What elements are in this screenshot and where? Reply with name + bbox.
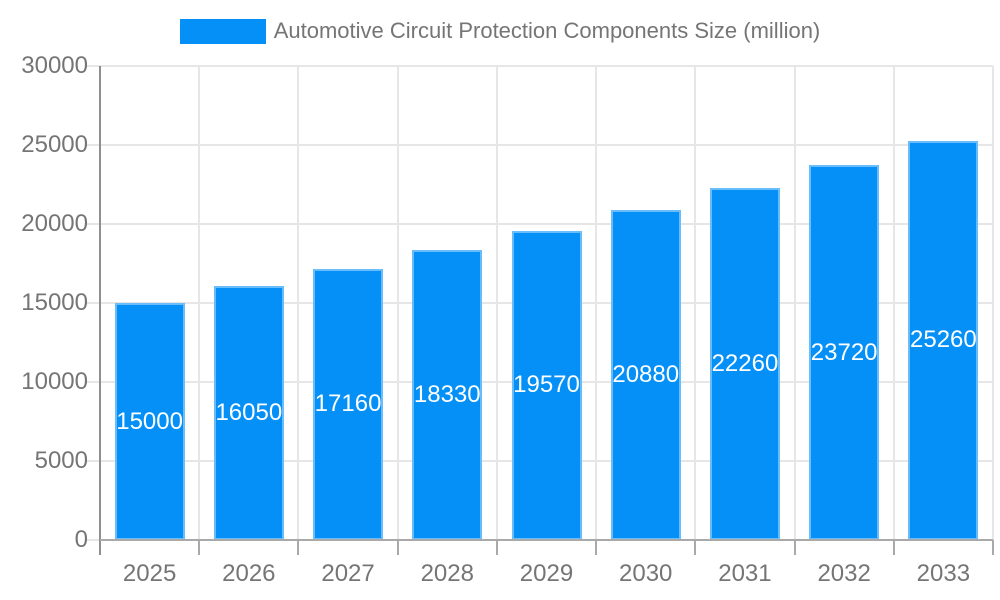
v-gridline: [595, 66, 598, 540]
x-tick-label: 2031: [718, 560, 772, 587]
bar-value-label: 18330: [413, 381, 481, 409]
x-tick: [892, 540, 895, 555]
y-tick-label: 5000: [34, 447, 88, 474]
x-tick: [198, 540, 201, 555]
x-tick-label: 2032: [817, 560, 871, 587]
chart-legend[interactable]: Automotive Circuit Protection Components…: [0, 18, 1000, 44]
x-tick-label: 2029: [519, 560, 574, 587]
bar-value-label: 20880: [612, 361, 680, 389]
bar: [313, 268, 384, 540]
y-tick: [86, 144, 100, 146]
y-tick: [86, 539, 100, 541]
x-tick: [297, 540, 300, 555]
x-tick-label: 2025: [122, 560, 177, 587]
bar: [809, 165, 880, 540]
bar-value-label: 17160: [314, 390, 382, 418]
bar-value-label: 15000: [116, 407, 183, 435]
bar-value-label: 23720: [810, 338, 878, 366]
y-tick: [86, 460, 100, 462]
bar-value-label: 19570: [513, 371, 580, 399]
legend-label: Automotive Circuit Protection Components…: [273, 18, 821, 43]
y-tick-label: 15000: [21, 289, 88, 316]
x-tick: [992, 540, 994, 555]
x-tick-label: 2027: [321, 560, 375, 587]
y-tick: [86, 302, 100, 304]
y-tick-label: 0: [74, 526, 88, 553]
v-gridline: [198, 66, 201, 540]
legend-swatch: [179, 18, 266, 44]
x-tick: [495, 540, 498, 555]
x-tick-label: 2028: [420, 560, 474, 587]
x-tick-label: 2026: [222, 560, 276, 587]
bar: [610, 210, 681, 540]
bar: [511, 230, 582, 540]
v-gridline: [495, 66, 498, 540]
x-tick-label: 2030: [619, 560, 673, 587]
v-gridline: [694, 66, 697, 540]
v-gridline: [992, 66, 994, 540]
bar: [114, 303, 185, 540]
h-gridline: [100, 223, 993, 225]
y-tick-label: 20000: [21, 210, 88, 237]
v-gridline: [793, 66, 796, 540]
bar: [709, 188, 780, 540]
x-tick-label: 2033: [916, 560, 971, 587]
bar-value-label: 22260: [711, 350, 779, 378]
bar: [213, 286, 284, 540]
y-axis-line: [99, 66, 101, 555]
y-tick: [86, 65, 100, 67]
h-gridline: [100, 65, 993, 67]
bar-value-label: 25260: [910, 326, 977, 354]
x-tick: [396, 540, 399, 555]
x-tick: [694, 540, 697, 555]
bar-value-label: 16050: [215, 399, 283, 427]
y-tick: [86, 223, 100, 225]
y-tick-label: 10000: [21, 368, 88, 395]
y-tick-label: 25000: [21, 131, 88, 158]
bar: [412, 250, 483, 540]
bar: [908, 140, 979, 540]
v-gridline: [297, 66, 300, 540]
x-tick: [793, 540, 796, 555]
x-tick: [595, 540, 598, 555]
v-gridline: [396, 66, 399, 540]
x-axis-line: [100, 539, 993, 541]
y-tick-label: 30000: [21, 52, 88, 79]
h-gridline: [100, 144, 993, 146]
y-tick: [86, 381, 100, 383]
v-gridline: [892, 66, 895, 540]
